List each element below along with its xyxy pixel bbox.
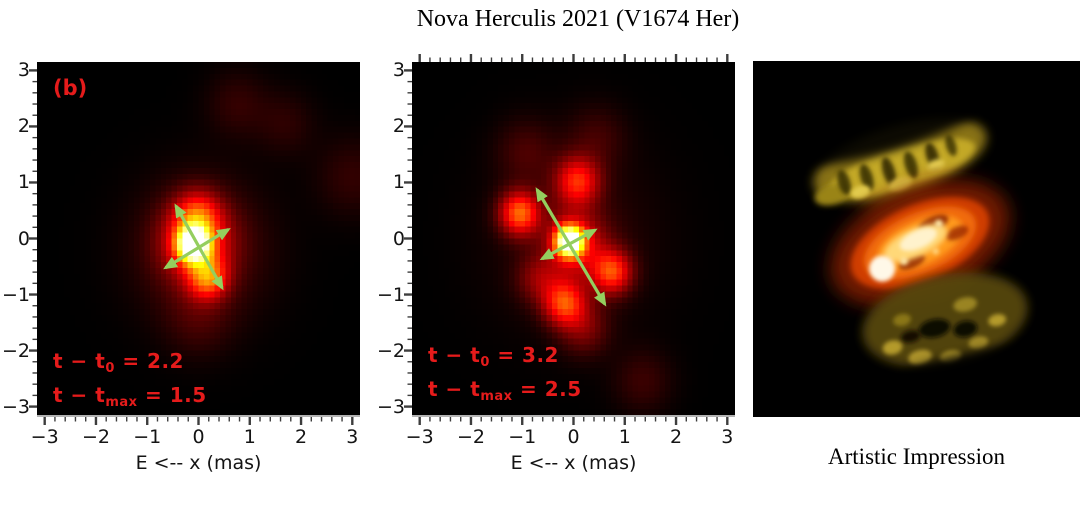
x-tick-label: −1	[508, 426, 537, 448]
artistic-impression-image	[753, 61, 1080, 417]
heatmap-panel-epoch1: (b) t − t0 = 2.2 t − tmax = 1.5	[29, 62, 360, 425]
figure-title: Nova Herculis 2021 (V1674 Her)	[416, 6, 740, 32]
x-tick-label: 3	[721, 426, 734, 448]
subscript-max: max	[105, 395, 138, 410]
x-axis-label-epoch1: E <-- x (mas)	[135, 452, 262, 474]
x-tick-label: 2	[294, 426, 308, 448]
subscript-zero: 0	[480, 355, 490, 370]
annotation-line-t0: t − t0 = 2.2	[53, 349, 184, 376]
lower-ejecta-lobe	[862, 272, 1056, 405]
y-tick-label: 3	[17, 59, 30, 82]
x-tick-label: −1	[133, 426, 162, 448]
x-tick-label: 1	[243, 426, 256, 448]
x-axis-label-epoch2: E <-- x (mas)	[510, 452, 637, 474]
y-tick-label: −3	[376, 395, 405, 418]
y-tick-label: 0	[392, 227, 405, 250]
y-tick-label: 3	[392, 59, 405, 82]
subscript-zero: 0	[105, 361, 115, 376]
y-tick-label: −3	[1, 395, 30, 418]
y-tick-label: 1	[392, 171, 405, 194]
x-tick-label: 2	[669, 426, 683, 448]
artistic-impression-caption: Artistic Impression	[828, 444, 1005, 469]
x-tick-label: 1	[618, 426, 631, 448]
time-annotation-epoch1: t − t0 = 2.2 t − tmax = 1.5	[53, 348, 207, 416]
time-annotation-epoch2: t − t0 = 3.2 t − tmax = 2.5	[428, 342, 582, 410]
x-tick-label: −2	[81, 426, 110, 448]
y-tick-label: −1	[1, 283, 30, 306]
y-tick-label: 2	[392, 115, 405, 138]
y-tick-label: −1	[376, 283, 405, 306]
x-tick-label: −3	[30, 426, 59, 448]
y-tick-label: 1	[17, 171, 30, 194]
x-tick-label: 0	[192, 426, 205, 448]
x-tick-label: −3	[405, 426, 434, 448]
y-tick-label: −2	[1, 339, 30, 362]
y-tick-label: 0	[17, 227, 30, 250]
annotation-line-tmax: t − tmax = 1.5	[53, 383, 207, 410]
y-tick-label: −2	[376, 339, 405, 362]
subscript-max: max	[480, 389, 513, 404]
x-tick-label: −2	[456, 426, 485, 448]
upper-ejecta-lobe	[790, 88, 990, 206]
heatmap-panel-epoch2: t − t0 = 3.2 t − tmax = 2.5	[404, 54, 735, 425]
x-tick-label: 0	[567, 426, 580, 448]
y-tick-label: 2	[17, 115, 30, 138]
nova-illustration	[753, 61, 1080, 417]
x-tick-label: 3	[346, 426, 359, 448]
annotation-line-tmax: t − tmax = 2.5	[428, 377, 582, 404]
panel-label-b: (b)	[53, 76, 88, 100]
annotation-line-t0: t − t0 = 3.2	[428, 343, 559, 370]
